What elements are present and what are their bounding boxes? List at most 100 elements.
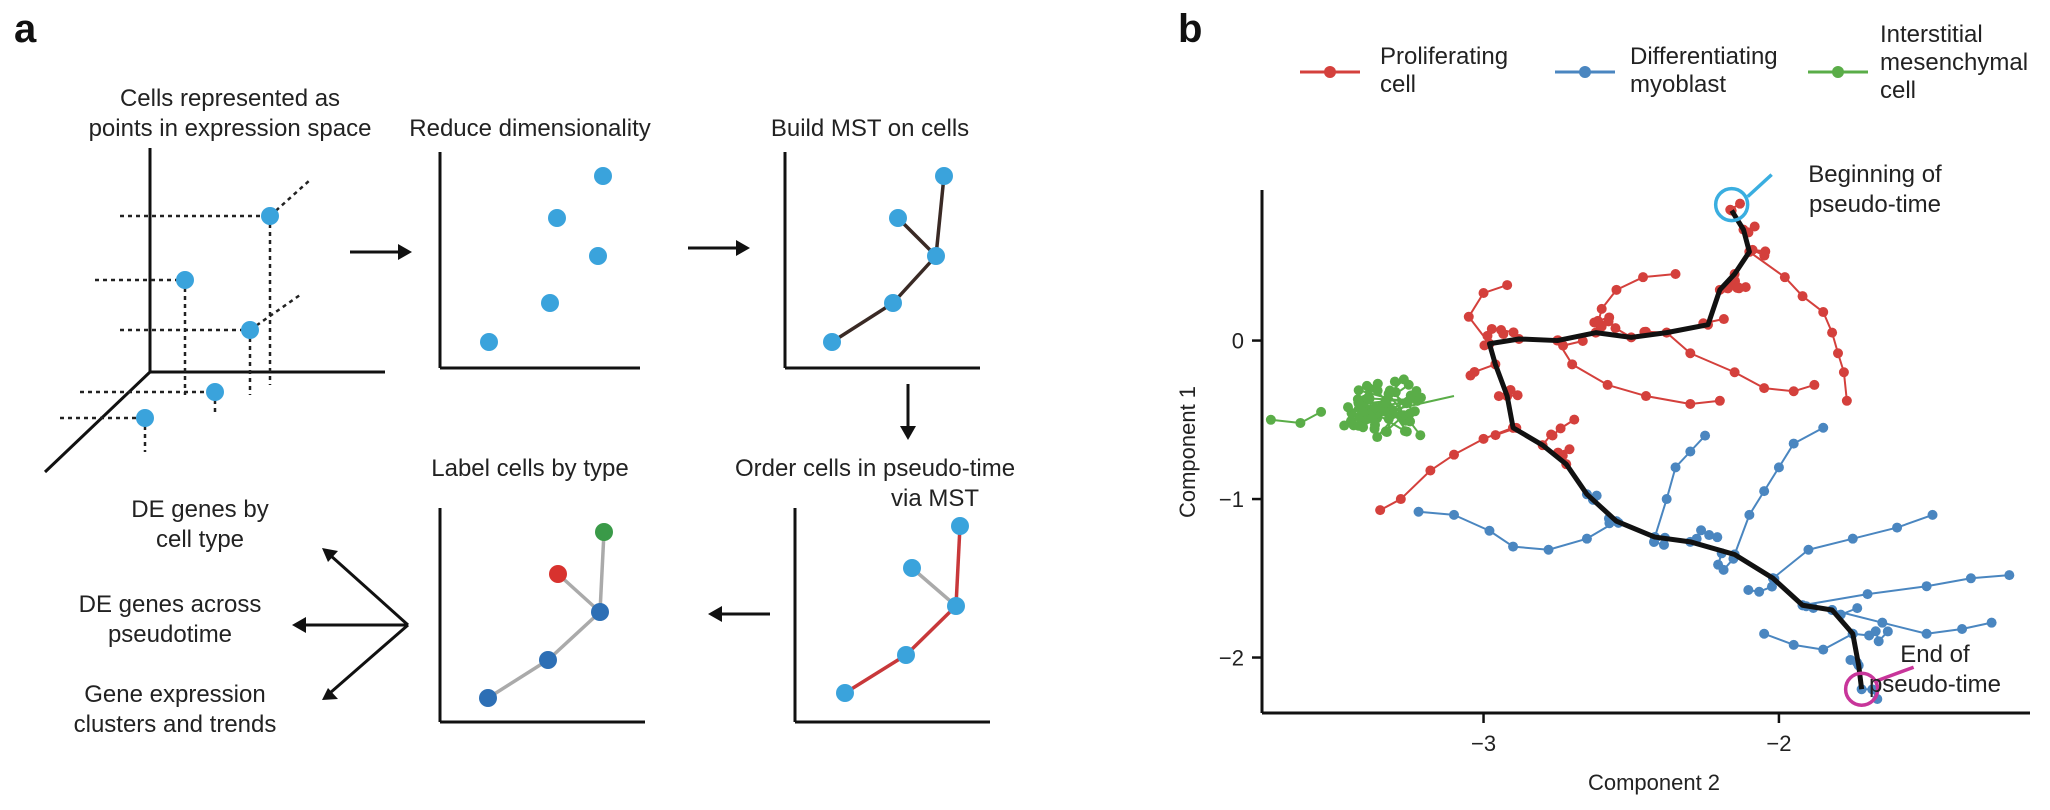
projection-guides (60, 179, 311, 452)
branch-edge (1666, 331, 1691, 354)
cell-point (1704, 530, 1715, 541)
cell-point (480, 333, 498, 351)
cell-point (1788, 438, 1799, 449)
cell-point (1490, 430, 1501, 441)
cell-point (1788, 386, 1799, 397)
cell-point (1754, 586, 1765, 597)
cell-point (1358, 406, 1369, 417)
cell-point (1508, 541, 1519, 552)
arrow-left (708, 606, 770, 622)
cell-point (1714, 395, 1725, 406)
2d-axes (438, 152, 640, 370)
cell-point (1363, 393, 1374, 404)
branch-edge (1926, 577, 1972, 588)
cell-point (261, 207, 279, 225)
cell-point (548, 209, 566, 227)
cell-point (1543, 544, 1554, 555)
2d-axes (783, 152, 980, 370)
cell-point (1847, 533, 1858, 544)
x-axis-label: Component 2 (1588, 770, 1720, 795)
cell-point (1841, 395, 1852, 406)
cell-point (1713, 559, 1724, 570)
cell-point (1389, 376, 1400, 387)
step-order-pseudotime: Order cells in pseudo-time via MST (735, 455, 1015, 724)
cell-point (1295, 417, 1306, 428)
start-annotation-line1: Beginning of (1808, 161, 1942, 188)
cell-point (1965, 573, 1976, 584)
cell-point (1759, 250, 1770, 261)
cell-point (1502, 280, 1513, 291)
cell-point (1353, 385, 1364, 396)
cell-point (1383, 388, 1394, 399)
ordered-points (836, 517, 969, 702)
cell-point (1367, 413, 1378, 424)
cell-point (903, 559, 921, 577)
start-annotation-line2: pseudo-time (1809, 191, 1941, 218)
y-axis-label: Component 1 (1175, 386, 1200, 518)
panel-a-label: a (14, 7, 37, 51)
cell-point (1882, 626, 1893, 637)
cell-point (1493, 391, 1504, 402)
cell-point (1369, 423, 1380, 434)
typed-edges (487, 531, 606, 700)
cell-point (1404, 408, 1415, 419)
step-label-cells: Label cells by type (431, 455, 645, 724)
cell-point (1478, 433, 1489, 444)
cell-point (1867, 684, 1878, 695)
cell-point (1339, 420, 1350, 431)
x-tick-label: −2 (1766, 731, 1791, 756)
branch-edge (1733, 514, 1751, 555)
branch-edge (1748, 250, 1786, 278)
cell-point (1818, 422, 1829, 433)
panel-b: b Proliferating cell Differentiating myo… (1175, 7, 2030, 795)
cell-point (1581, 533, 1592, 544)
cell-point (1478, 288, 1489, 299)
cell-point (884, 294, 902, 312)
step-build-mst: Build MST on cells (771, 115, 980, 370)
cell-point (1353, 420, 1364, 431)
output2-line2: pseudotime (108, 621, 232, 648)
cell-point (1372, 432, 1383, 443)
legend-label-line1: Interstitial (1880, 21, 1983, 48)
2d-axes (793, 508, 990, 724)
cell-point (1818, 307, 1829, 318)
branch-edge (1772, 548, 1810, 580)
cell-point (1773, 462, 1784, 473)
mst-points (823, 167, 953, 351)
branch-edge (1852, 526, 1898, 540)
legend-label-line3: cell (1880, 77, 1916, 104)
output-arrows (304, 553, 410, 695)
branch-edge (1961, 621, 1992, 630)
cell-point (951, 517, 969, 535)
branch-edge (1867, 585, 1927, 596)
chart-axes: −3 −2 0 −1 −2 Component 2 Component 1 (1175, 190, 2030, 795)
branch-edge (1645, 395, 1691, 405)
cell-point (1316, 406, 1327, 417)
cell-point (1343, 402, 1354, 413)
branch-edge (1822, 632, 1854, 651)
cell-point (1735, 198, 1746, 209)
cell-point (1610, 323, 1621, 334)
branch-edge (1512, 545, 1549, 551)
cell-point (1661, 494, 1672, 505)
cell-point (1395, 494, 1406, 505)
3d-axes (43, 148, 385, 474)
cell-point (1486, 323, 1497, 334)
cell-points (1265, 198, 2015, 704)
step4-caption-line1: Order cells in pseudo-time (735, 455, 1015, 482)
cell-point (1877, 617, 1888, 628)
step4-caption-line2: via MST (891, 485, 979, 512)
cell-point (1508, 327, 1519, 338)
legend-label-line2: cell (1380, 71, 1416, 98)
start-marker-circle (1713, 186, 1750, 223)
cell-point (1838, 367, 1849, 378)
cell-point (1641, 391, 1651, 402)
legend-label-line1: Differentiating (1630, 43, 1778, 70)
cell-point (1465, 370, 1476, 381)
cell-point (136, 409, 154, 427)
cell-point (541, 294, 559, 312)
legend-label-line2: myoblast (1630, 71, 1726, 98)
cell-point (1596, 303, 1607, 314)
cell-point (1547, 430, 1558, 441)
2d-axes (438, 508, 645, 724)
